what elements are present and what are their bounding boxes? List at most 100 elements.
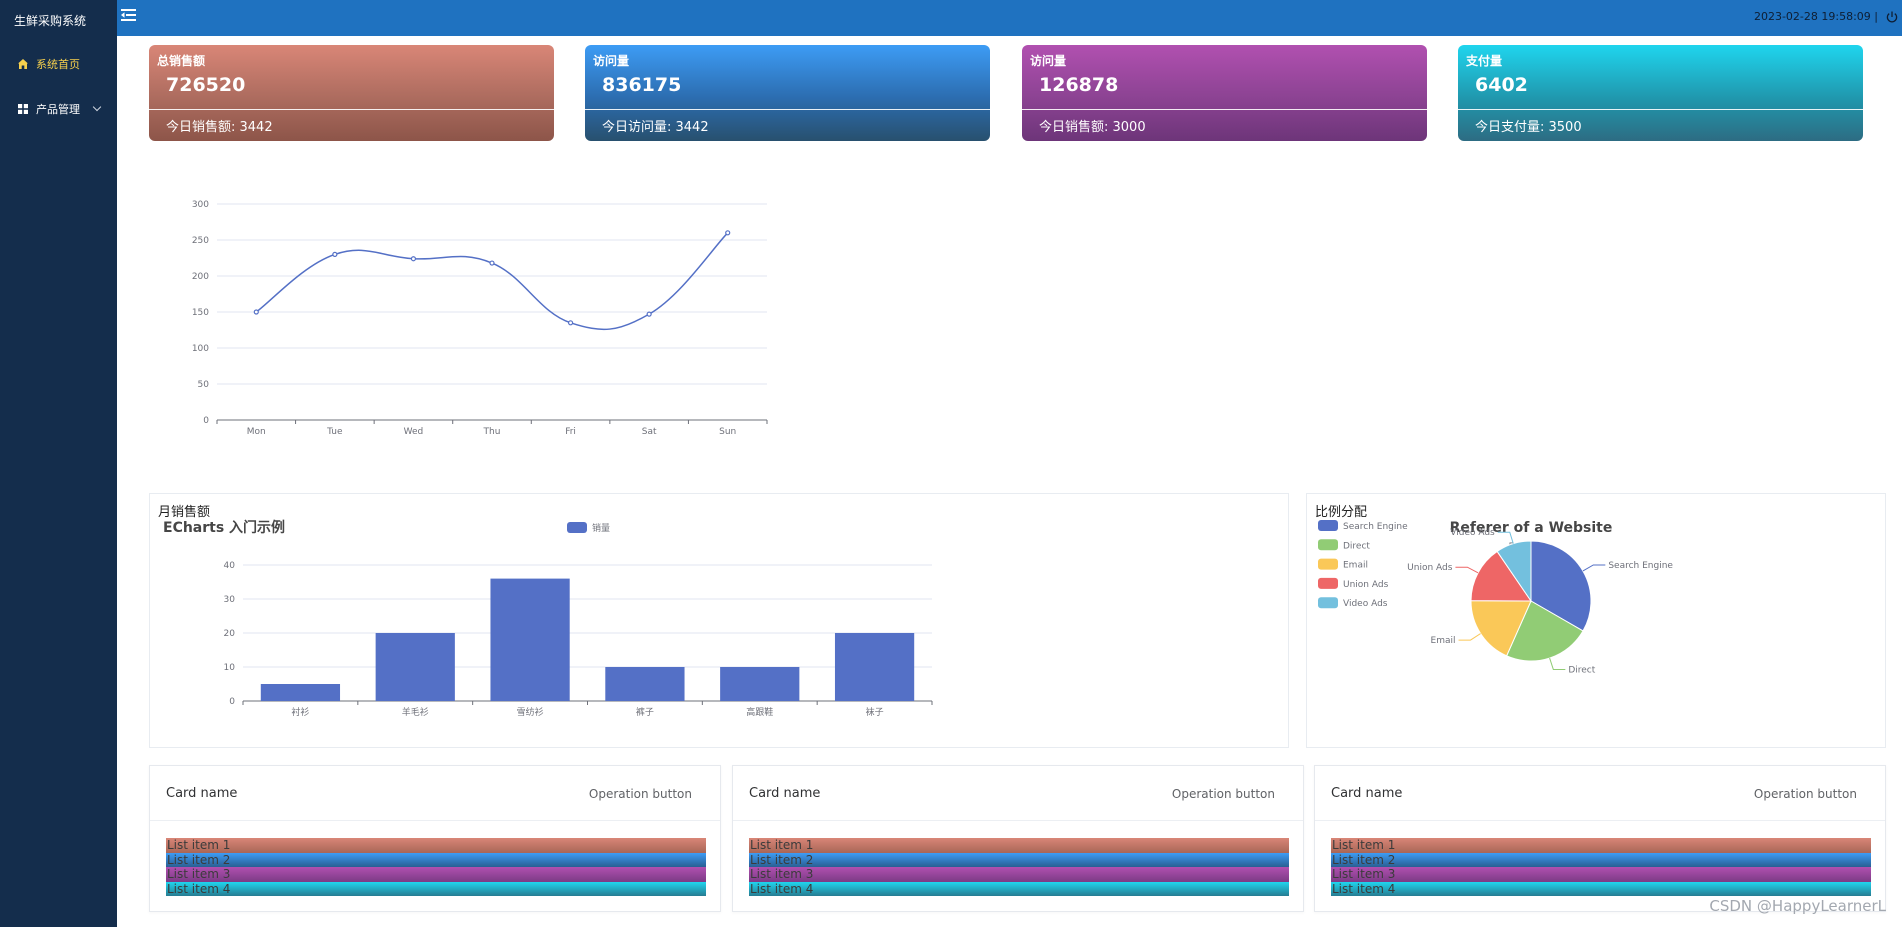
legend-label: Union Ads (1343, 580, 1389, 590)
card-header: Card name Operation button (1315, 766, 1885, 821)
stat-subtext: 今日销售额: 3442 (166, 120, 273, 135)
y-tick-label: 0 (203, 416, 209, 426)
data-point (332, 251, 338, 258)
legend-swatch (1318, 597, 1338, 609)
slice-label: Video Ads (1450, 528, 1495, 538)
card-list: List item 1 List item 2 List item 3 List… (1331, 838, 1871, 896)
data-point (725, 230, 731, 236)
chart-title: ECharts 入门示例 (163, 519, 285, 536)
label-line (1582, 564, 1606, 572)
legend-label: Search Engine (1343, 522, 1408, 532)
card-name: Card name (1331, 786, 1403, 801)
stat-card-visits-2: 访问量 126878 今日销售额: 3000 (1022, 45, 1427, 141)
x-tick-label: 高跟鞋 (746, 706, 773, 718)
x-tick-label: 羊毛衫 (402, 706, 429, 718)
sidebar-item-label: 产品管理 (36, 103, 80, 116)
x-tick-label: Wed (404, 427, 424, 437)
data-point (646, 311, 652, 317)
card-header: Card name Operation button (150, 766, 720, 821)
y-tick-label: 20 (224, 629, 236, 639)
referer-pie-chart: Referer of a WebsiteFake DataSearch Engi… (1318, 520, 1673, 675)
list-item: List item 2 (166, 852, 706, 867)
list-item: List item 3 (166, 867, 706, 882)
list-card: Card name Operation button List item 1 L… (149, 765, 721, 912)
weekly-line-chart: 0 50 100 150 200 250 300 Mon Tue Wed Thu Fri Sat Sun (192, 200, 768, 437)
card-header: Card name Operation button (733, 766, 1303, 821)
operation-button[interactable]: Operation button (588, 787, 692, 801)
pie-slice (1530, 540, 1592, 632)
x-tick-label: 裤子 (636, 706, 654, 718)
app-brand: 生鲜采购系统 (14, 14, 87, 28)
legend-swatch (1318, 539, 1338, 551)
legend-label: Video Ads (1343, 599, 1388, 609)
stat-title: 支付量 (1466, 54, 1503, 68)
y-tick-label: 150 (192, 308, 209, 318)
list-item: List item 3 (749, 867, 1289, 882)
sidebar-item-label: 系统首页 (36, 58, 80, 71)
bar (605, 667, 685, 701)
card-list: List item 1 List item 2 List item 3 List… (749, 838, 1289, 896)
list-item: List item 4 (749, 881, 1289, 896)
operation-button[interactable]: Operation button (1171, 787, 1275, 801)
legend-swatch (1318, 577, 1338, 589)
y-tick-label: 300 (192, 200, 209, 210)
legend-label: 销量 (592, 522, 610, 534)
chart-title: Referer of a Website (1450, 520, 1613, 536)
x-tick-label: Sat (642, 427, 657, 437)
list-item: List item 4 (166, 881, 706, 896)
header-datetime: 2023-02-28 19:58:09 | (1753, 10, 1878, 23)
stat-title: 访问量 (593, 54, 630, 68)
label-line (1497, 531, 1514, 544)
menu-fold-icon[interactable] (120, 7, 138, 23)
stat-value: 836175 (602, 74, 682, 96)
bar (720, 667, 800, 701)
x-tick-label: 雪纺衫 (517, 706, 544, 718)
stat-title: 总销售额 (157, 54, 206, 68)
x-tick-label: Mon (247, 427, 266, 437)
top-header: 2023-02-28 19:58:09 | (117, 0, 1902, 36)
y-tick-label: 200 (192, 272, 209, 282)
y-tick-label: 100 (192, 344, 209, 354)
y-tick-label: 50 (198, 380, 210, 390)
pie-slice (1496, 540, 1532, 603)
power-icon[interactable] (1885, 10, 1899, 24)
x-tick-label: Tue (326, 427, 343, 437)
monthly-sales-panel: 月销售额 ECharts 入门示例 销量 0 10 20 30 40 衬衫 羊毛衫 雪纺衫 裤子 高跟… (149, 493, 1289, 748)
operation-button[interactable]: Operation button (1753, 787, 1857, 801)
data-point (253, 309, 259, 315)
home-icon (18, 59, 28, 69)
pie-slice (1505, 600, 1584, 662)
stat-divider (1458, 109, 1863, 110)
legend-label: Direct (1343, 541, 1370, 551)
legend-swatch (1318, 520, 1338, 531)
legend-swatch (1318, 558, 1338, 570)
header-separator: | (1874, 10, 1878, 23)
sidebar-item-home[interactable]: 系统首页 (0, 49, 117, 79)
ratio-panel: 比例分配 Referer of a WebsiteFake DataSearch… (1306, 493, 1886, 748)
stat-card-visits: 访问量 836175 今日访问量: 3442 (585, 45, 990, 141)
chevron-down-icon (92, 102, 102, 112)
x-tick-label: 衬衫 (291, 706, 309, 718)
data-point (489, 260, 495, 266)
data-point (567, 320, 574, 326)
stat-title: 访问量 (1030, 54, 1067, 68)
slice-label: Union Ads (1407, 563, 1453, 573)
card-name: Card name (166, 786, 238, 801)
pie-slice (1470, 550, 1532, 602)
list-card: Card name Operation button List item 1 L… (1314, 765, 1886, 912)
list-item: List item 4 (1331, 881, 1871, 896)
stat-subtext: 今日访问量: 3442 (602, 120, 709, 135)
list-item: List item 1 (1331, 838, 1871, 853)
stat-subtext: 今日销售额: 3000 (1039, 120, 1146, 135)
label-line (1455, 566, 1479, 574)
stat-subtext: 今日支付量: 3500 (1475, 120, 1582, 135)
list-item: List item 3 (1331, 867, 1871, 882)
sidebar-item-product-management[interactable]: 产品管理 (0, 94, 117, 124)
card-list: List item 1 List item 2 List item 3 List… (166, 838, 706, 896)
y-tick-label: 0 (229, 697, 235, 707)
sidebar: 生鲜采购系统 系统首页 产品管理 (0, 0, 117, 927)
panel-title: 比例分配 (1315, 505, 1368, 520)
list-card: Card name Operation button List item 1 L… (732, 765, 1304, 912)
slice-label: Email (1431, 636, 1456, 646)
